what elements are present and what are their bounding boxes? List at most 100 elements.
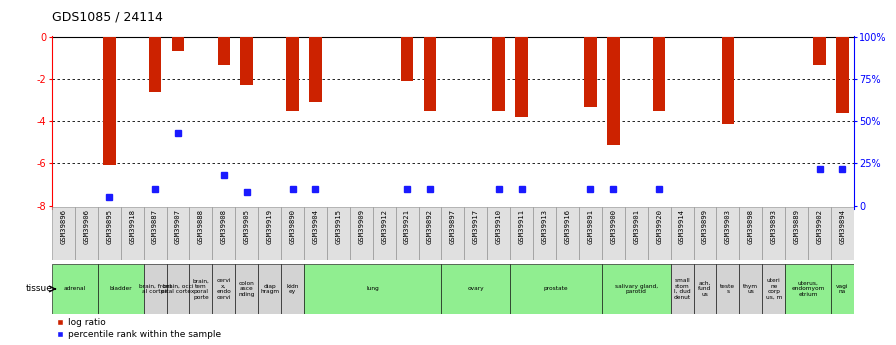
Bar — [510, 207, 533, 260]
Bar — [373, 207, 396, 260]
Bar — [121, 207, 143, 260]
Bar — [653, 37, 666, 111]
Text: teste
s: teste s — [720, 284, 736, 294]
Text: ovary: ovary — [468, 286, 484, 292]
Text: uteri
ne
corp
us, m: uteri ne corp us, m — [765, 278, 782, 299]
Bar — [167, 264, 189, 314]
Text: GSM39897: GSM39897 — [450, 209, 456, 244]
Bar — [670, 207, 694, 260]
Bar — [487, 207, 510, 260]
Text: GSM39889: GSM39889 — [794, 209, 799, 244]
Bar — [172, 37, 185, 51]
Bar — [304, 264, 442, 314]
Bar — [510, 264, 602, 314]
Text: small
stom
l, dud
denut: small stom l, dud denut — [674, 278, 691, 299]
Bar — [670, 264, 694, 314]
Text: bladder: bladder — [109, 286, 132, 292]
Text: brain,
tem
poral
porte: brain, tem poral porte — [193, 278, 210, 299]
Text: GSM39896: GSM39896 — [60, 209, 66, 244]
Bar — [98, 264, 143, 314]
Text: GSM39892: GSM39892 — [427, 209, 433, 244]
Bar — [189, 207, 212, 260]
Text: GSM39920: GSM39920 — [656, 209, 662, 244]
Text: GSM39909: GSM39909 — [358, 209, 365, 244]
Text: GSM39905: GSM39905 — [244, 209, 250, 244]
Text: GSM39901: GSM39901 — [633, 209, 639, 244]
Bar — [236, 207, 258, 260]
Text: GSM39915: GSM39915 — [335, 209, 341, 244]
Bar — [401, 37, 413, 81]
Text: GSM39888: GSM39888 — [198, 209, 204, 244]
Text: uterus,
endomyom
etrium: uterus, endomyom etrium — [791, 281, 824, 297]
Bar — [167, 207, 189, 260]
Bar — [762, 207, 785, 260]
Bar — [327, 207, 349, 260]
Text: GSM39907: GSM39907 — [175, 209, 181, 244]
Bar — [236, 264, 258, 314]
Text: brain, front
al cortex: brain, front al cortex — [139, 284, 171, 294]
Text: GSM39904: GSM39904 — [313, 209, 318, 244]
Text: GSM39887: GSM39887 — [152, 209, 158, 244]
Bar — [602, 207, 625, 260]
Text: salivary gland,
parotid: salivary gland, parotid — [615, 284, 658, 294]
Text: lung: lung — [366, 286, 379, 292]
Text: GSM39895: GSM39895 — [107, 209, 112, 244]
Bar — [493, 37, 505, 111]
Bar — [258, 207, 281, 260]
Text: GSM39902: GSM39902 — [816, 209, 823, 244]
Bar — [831, 264, 854, 314]
Bar — [424, 37, 436, 111]
Bar — [240, 37, 253, 85]
Text: GSM39912: GSM39912 — [381, 209, 387, 244]
Text: GSM39908: GSM39908 — [220, 209, 227, 244]
Text: GSM39911: GSM39911 — [519, 209, 525, 244]
Text: kidn
ey: kidn ey — [287, 284, 298, 294]
Bar — [98, 207, 121, 260]
Text: GSM39918: GSM39918 — [129, 209, 135, 244]
Text: GSM39916: GSM39916 — [564, 209, 571, 244]
Legend: log ratio, percentile rank within the sample: log ratio, percentile rank within the sa… — [56, 318, 221, 339]
Text: GSM39910: GSM39910 — [495, 209, 502, 244]
Text: GSM39898: GSM39898 — [748, 209, 754, 244]
Bar — [258, 264, 281, 314]
Bar — [349, 207, 373, 260]
Bar — [149, 37, 161, 92]
Bar — [814, 37, 826, 65]
Bar — [584, 37, 597, 107]
Bar — [281, 207, 304, 260]
Bar — [785, 207, 808, 260]
Text: tissue: tissue — [26, 284, 53, 294]
Bar — [721, 37, 734, 124]
Bar — [533, 207, 556, 260]
Bar — [739, 264, 762, 314]
Bar — [739, 207, 762, 260]
Text: GDS1085 / 24114: GDS1085 / 24114 — [52, 10, 163, 23]
Bar — [143, 264, 167, 314]
Bar — [52, 207, 75, 260]
Text: brain, occi
pital cortex: brain, occi pital cortex — [161, 284, 194, 294]
Text: GSM39891: GSM39891 — [588, 209, 593, 244]
Bar — [648, 207, 670, 260]
Bar — [418, 207, 442, 260]
Bar — [785, 264, 831, 314]
Text: GSM39890: GSM39890 — [289, 209, 296, 244]
Bar — [442, 264, 510, 314]
Text: prostate: prostate — [544, 286, 568, 292]
Text: thym
us: thym us — [743, 284, 758, 294]
Bar — [281, 264, 304, 314]
Bar — [717, 264, 739, 314]
Text: GSM39921: GSM39921 — [404, 209, 410, 244]
Bar — [836, 37, 849, 113]
Text: colon
asce
nding: colon asce nding — [238, 281, 254, 297]
Bar — [286, 37, 299, 111]
Bar — [762, 264, 785, 314]
Bar — [808, 207, 831, 260]
Text: GSM39903: GSM39903 — [725, 209, 731, 244]
Text: GSM39900: GSM39900 — [610, 209, 616, 244]
Text: GSM39906: GSM39906 — [83, 209, 90, 244]
Bar — [831, 207, 854, 260]
Bar — [304, 207, 327, 260]
Bar — [212, 264, 236, 314]
Bar — [309, 37, 322, 102]
Bar — [556, 207, 579, 260]
